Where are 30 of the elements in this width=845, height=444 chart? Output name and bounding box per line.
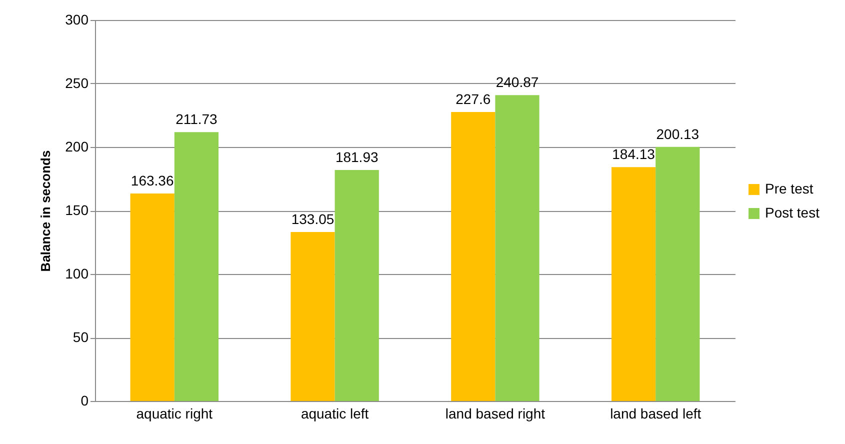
- x-tick-label: aquatic left: [300, 406, 369, 422]
- bar: [174, 132, 219, 401]
- data-label: 133.05: [291, 211, 334, 228]
- data-label: 200.13: [656, 126, 700, 142]
- bar: [130, 194, 174, 401]
- y-tick-label: 0: [80, 392, 89, 408]
- y-tick-label: 50: [72, 329, 89, 345]
- legend-label: Pre test: [765, 180, 814, 196]
- y-tick-label: 200: [65, 138, 89, 154]
- data-label: 211.73: [176, 111, 218, 128]
- bar: [495, 95, 540, 401]
- data-label: 240.87: [496, 74, 539, 90]
- bar: [290, 232, 335, 401]
- bar: [611, 167, 656, 401]
- data-label: 227.6: [456, 90, 491, 107]
- bar: [334, 170, 379, 401]
- y-tick-label: 100: [65, 266, 89, 282]
- data-label: 181.93: [335, 148, 378, 165]
- y-tick-label: 250: [65, 75, 89, 91]
- y-axis-title: Balance in seconds: [38, 150, 54, 272]
- x-tick-label: land based right: [445, 406, 546, 422]
- y-tick-label: 150: [65, 202, 89, 218]
- bar: [451, 112, 496, 401]
- y-tick-label: 300: [65, 12, 89, 28]
- x-tick-label: land based left: [610, 406, 702, 422]
- x-tick-label: aquatic right: [136, 406, 213, 422]
- data-label: 184.13: [612, 146, 656, 162]
- bar: [656, 146, 700, 401]
- data-label: 163.36: [130, 172, 174, 189]
- legend-label: Post test: [765, 204, 820, 220]
